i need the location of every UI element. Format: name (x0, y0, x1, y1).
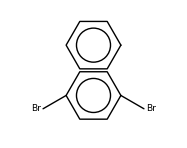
Text: Br: Br (146, 104, 156, 113)
Text: Br: Br (31, 104, 41, 113)
